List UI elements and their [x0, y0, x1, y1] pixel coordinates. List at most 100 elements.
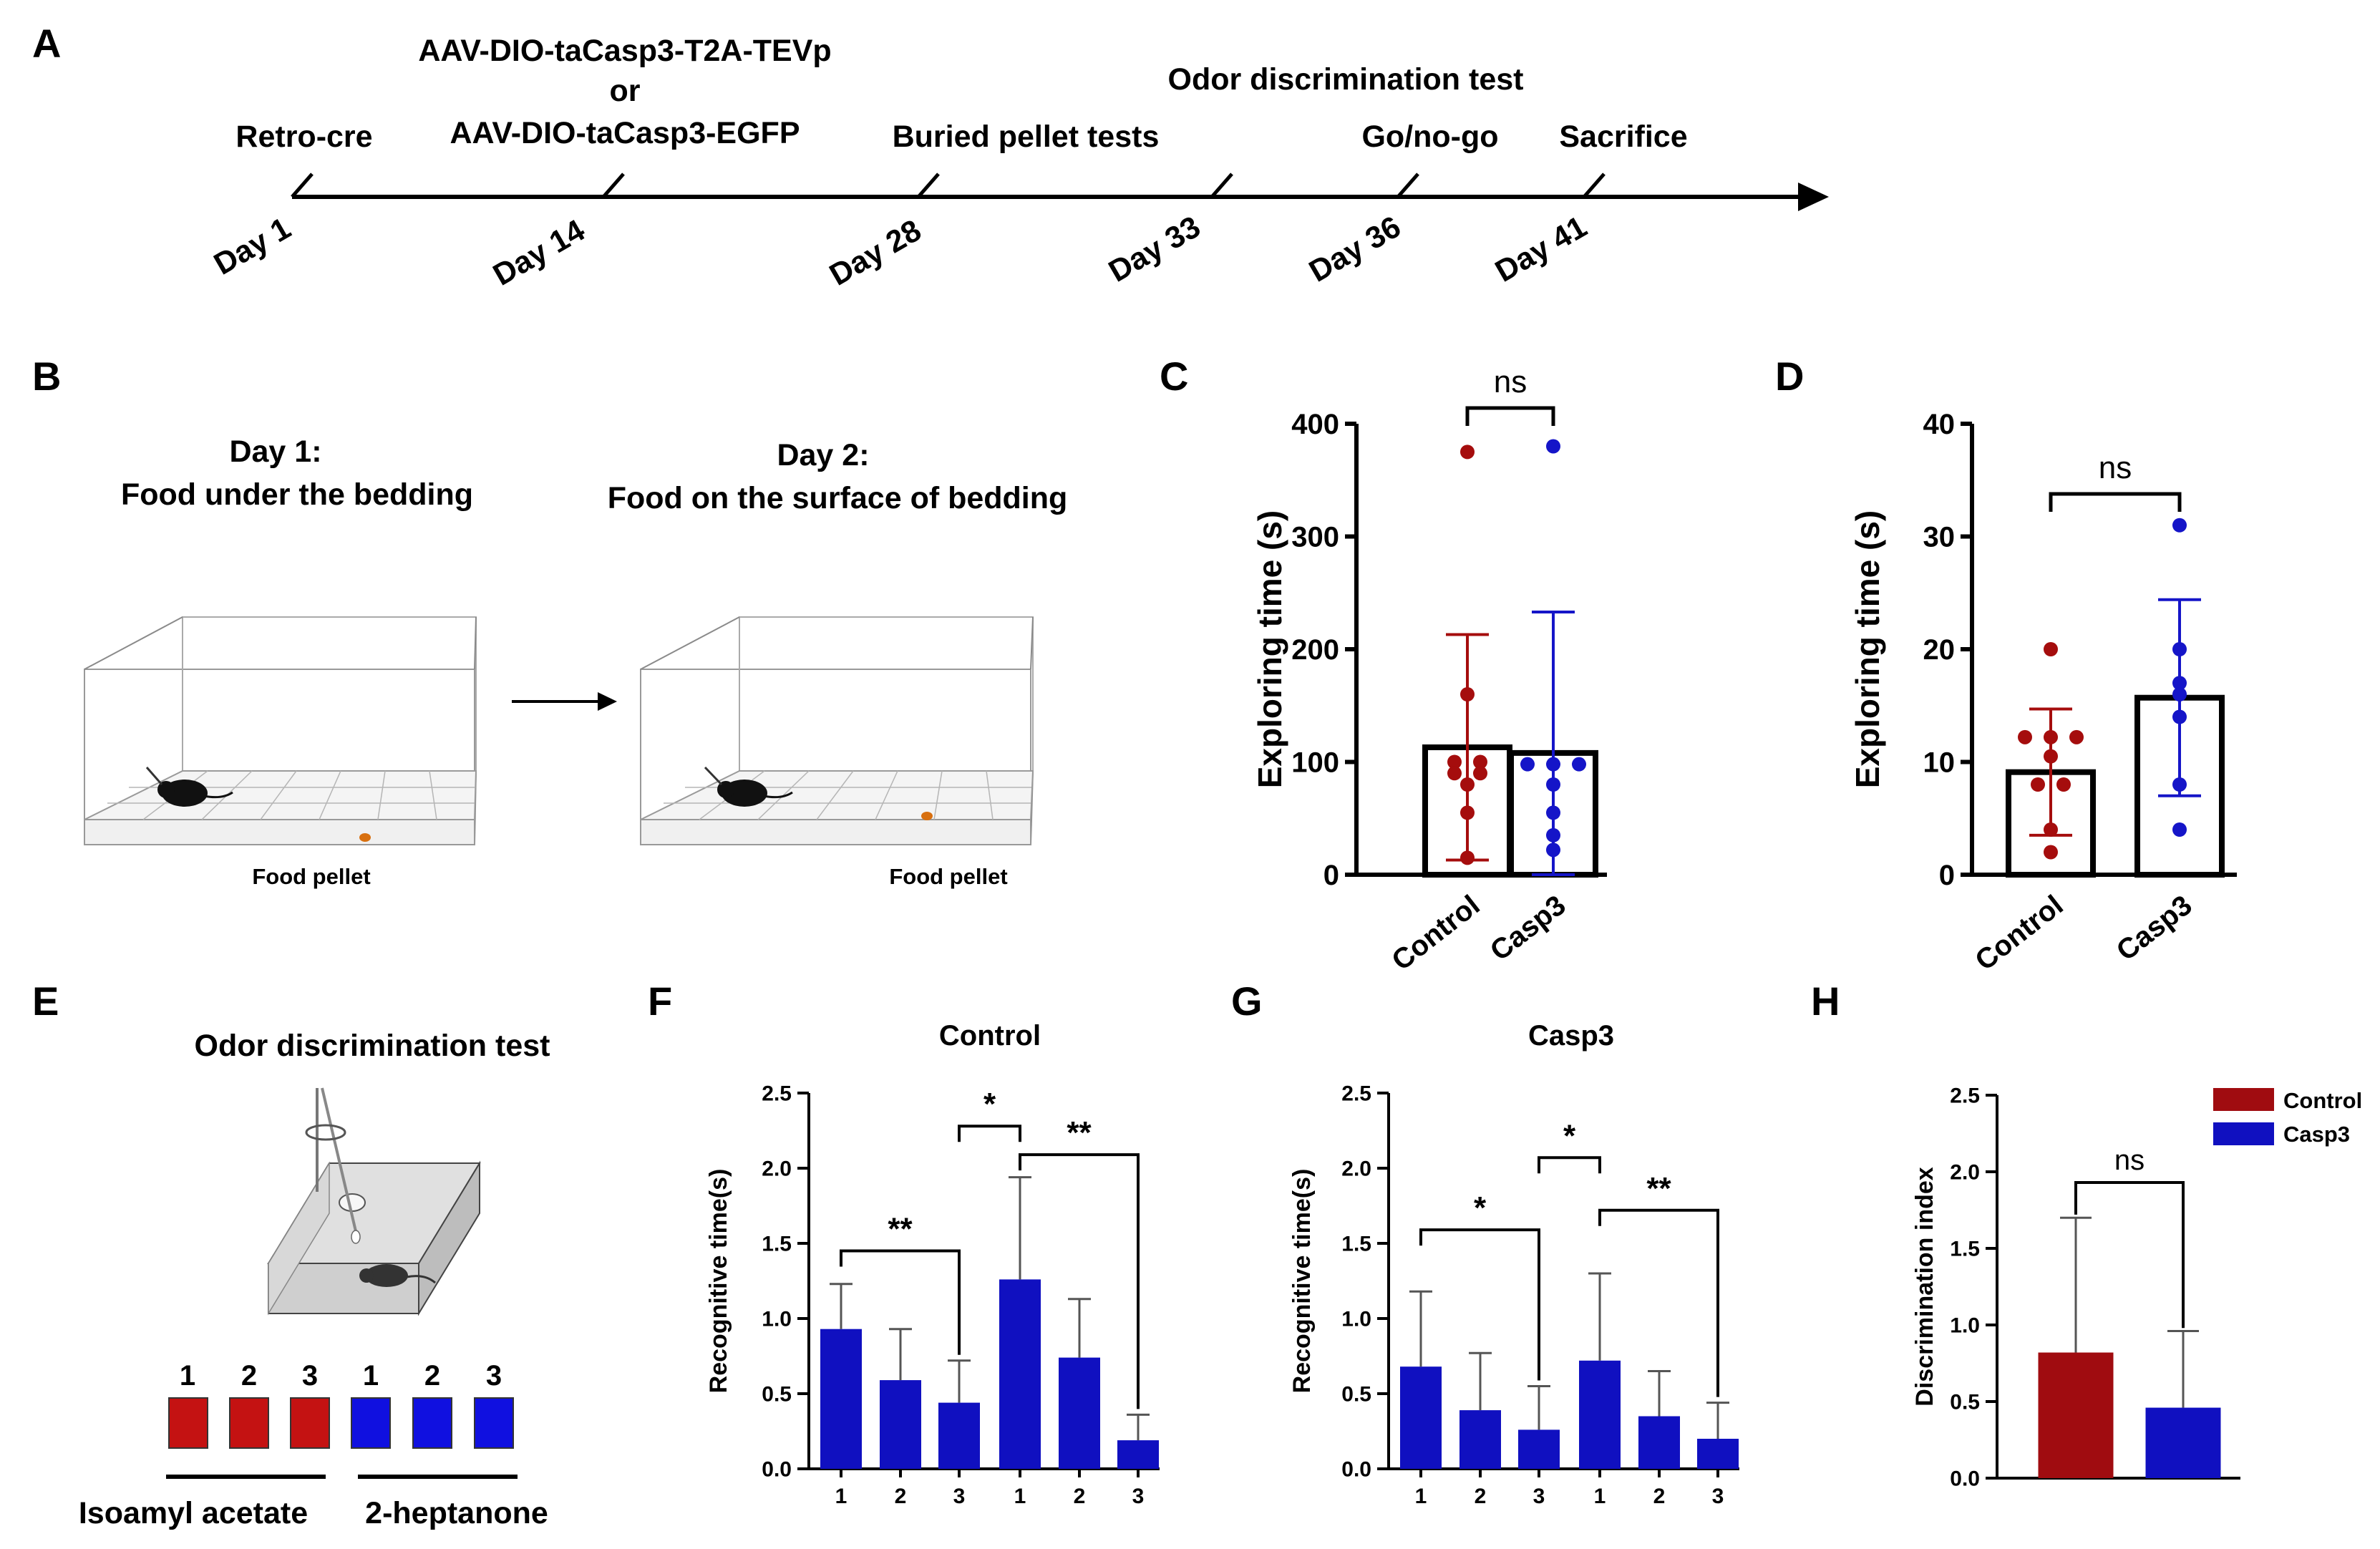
timeline-tick-day36: [1397, 173, 1419, 198]
chart-h: 0.0 0.5 1.0 1.5 2.0 2.5 Discrimination index Hn…: [1811, 979, 2362, 1491]
data-point: [2018, 729, 2032, 744]
chart-d: 0 10 20 30 40 Exploring time (s) D Control Casp3…: [1775, 354, 2237, 977]
panel-letter-b: B: [32, 354, 61, 399]
odor-box-isoamyl: [229, 1397, 269, 1449]
y-tick-label: 2.0: [1341, 1157, 1371, 1181]
bar: [1579, 1360, 1621, 1469]
data-point: [1546, 757, 1560, 772]
arrowhead-icon: [598, 692, 617, 711]
y-tick-label: 1.0: [762, 1308, 792, 1331]
event-label-day1: Retro-cre: [235, 120, 372, 154]
panel-a: A AAV-DIO-taCasp3-T2A-TEVp or Retro-cre …: [32, 21, 1829, 293]
virus-label-1: AAV-DIO-taCasp3-T2A-TEVp: [418, 34, 831, 68]
data-point: [2044, 845, 2058, 860]
data-point: [1460, 445, 1475, 460]
mouse-icon: [704, 766, 793, 807]
data-point: [2172, 642, 2187, 656]
day-label-28: Day 28: [824, 213, 927, 293]
data-point: [1572, 757, 1586, 772]
y-tick-label: 0.5: [762, 1383, 792, 1407]
data-point: [2044, 729, 2058, 744]
panel-letter: F: [648, 979, 672, 1024]
y-tick-label: 0.0: [1950, 1467, 1980, 1491]
y-tick-label: 20: [1923, 634, 1956, 666]
bar: [1117, 1440, 1159, 1469]
box-number: 3: [302, 1360, 318, 1392]
y-tick-label: 1.5: [1341, 1233, 1371, 1256]
y-tick-label: 0.5: [1950, 1391, 1980, 1414]
bar: [1059, 1357, 1100, 1469]
data-point: [1520, 757, 1535, 772]
panel-letter: D: [1775, 354, 1804, 399]
y-tick-label: 1.0: [1341, 1308, 1371, 1331]
data-point: [2172, 518, 2187, 533]
y-tick-label: 400: [1291, 409, 1339, 440]
event-label-day14: AAV-DIO-taCasp3-EGFP: [450, 116, 800, 150]
odor-chamber-icon: [267, 1087, 481, 1316]
significance-bracket: [840, 1249, 961, 1355]
food-pellet-icon: [921, 812, 933, 820]
x-tick-label: Casp3: [2111, 889, 2198, 967]
data-point: [1473, 754, 1487, 769]
x-tick-label: 1: [1415, 1485, 1427, 1508]
y-tick-label: 2.5: [1341, 1082, 1371, 1106]
box-number: 1: [180, 1360, 195, 1392]
data-point: [1460, 850, 1475, 865]
odor-box-isoamyl: [168, 1397, 208, 1449]
y-axis-label: Recognitive time(s): [1288, 1169, 1316, 1394]
data-point: [2044, 642, 2058, 656]
x-tick-label: Casp3: [1485, 889, 1572, 967]
data-point: [2044, 822, 2058, 837]
bar: [820, 1329, 862, 1469]
bar: [999, 1279, 1041, 1469]
legend-swatch-casp3: [2213, 1122, 2274, 1145]
odor-test-label: Odor discrimination test: [1168, 62, 1524, 97]
y-tick-label: 100: [1291, 747, 1339, 779]
bar: [1459, 1410, 1501, 1469]
significance-label: ns: [2114, 1145, 2145, 1176]
event-label-day28: Buried pellet tests: [893, 120, 1160, 154]
x-tick-label: 1: [835, 1485, 847, 1508]
timeline-tick-day33: [1210, 173, 1233, 198]
data-point: [1460, 687, 1475, 701]
panel-letter: G: [1231, 979, 1263, 1024]
chart-title: Control: [939, 1020, 1041, 1052]
food-pellet-label-2: Food pellet: [889, 864, 1007, 889]
y-tick-label: 40: [1923, 409, 1956, 440]
day1-subtitle: Food under the bedding: [121, 477, 473, 512]
bar: [938, 1402, 980, 1469]
panel-letter: H: [1811, 979, 1840, 1024]
bar: [2038, 1352, 2114, 1478]
timeline-tick-day14: [602, 173, 625, 198]
x-tick-label: 1: [1014, 1485, 1026, 1508]
significance-bracket: [2074, 1180, 2185, 1329]
data-point: [2069, 729, 2084, 744]
bar: [1518, 1429, 1560, 1469]
x-tick-label: 2: [1653, 1485, 1666, 1508]
day2-subtitle: Food on the surface of bedding: [608, 481, 1068, 515]
event-label-day36: Go/no-go: [1361, 120, 1498, 154]
y-tick-label: 2.0: [1950, 1161, 1980, 1185]
significance-label: ns: [1494, 364, 1527, 399]
panel-letter-a: A: [32, 21, 61, 66]
event-label-day41: Sacrifice: [1559, 120, 1687, 154]
data-point: [1546, 827, 1560, 843]
y-tick-label: 10: [1923, 747, 1956, 779]
timeline-tick-day41: [1583, 173, 1606, 198]
odor-box-heptanone: [351, 1397, 391, 1449]
data-point: [1546, 777, 1560, 792]
significance-bracket: [1419, 1228, 1540, 1381]
day-label-33: Day 33: [1103, 210, 1206, 289]
legend-label-casp3: Casp3: [2283, 1122, 2350, 1147]
chart-f: 0.0 0.5 1.0 1.5 2.0 2.5 Recognitive time(s) F Co…: [648, 979, 1160, 1508]
data-point: [1447, 766, 1462, 781]
chart-c: 0 100 200 300 400 Exploring time (s) C ControlC…: [1160, 354, 1607, 977]
day-label-41: Day 41: [1490, 210, 1593, 289]
y-tick-label: 1.5: [762, 1233, 792, 1256]
box-number: 1: [363, 1360, 379, 1392]
significance-bracket: [1019, 1153, 1140, 1409]
x-tick-label: 2: [895, 1485, 907, 1508]
day2-title: Day 2:: [777, 438, 869, 472]
y-tick-label: 2.0: [762, 1157, 792, 1181]
